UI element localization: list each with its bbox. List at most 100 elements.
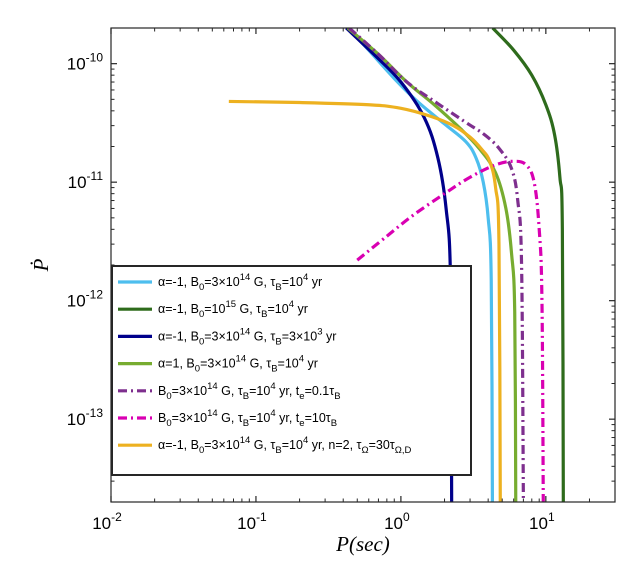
legend-text-part: G, τ [250, 329, 275, 343]
legend-text-part: 4 [303, 272, 308, 283]
legend-text-part: B [331, 418, 337, 429]
legend-text-part: yr [294, 302, 308, 316]
series-line-1 [346, 28, 495, 502]
legend-text-part: yr, n=2, τ [308, 438, 361, 452]
legend-text-part: G, τ [218, 384, 243, 398]
legend-text-part: B [261, 309, 267, 320]
legend-text-part: G, τ [246, 357, 271, 371]
legend-text-part: 4 [303, 435, 308, 446]
y-tick-base: 10 [67, 292, 86, 311]
legend-text-part: =0.1τ [305, 384, 335, 398]
x-tick-label: 10-2 [92, 510, 122, 533]
legend-text-part: 0 [199, 336, 204, 347]
legend-text-part: =30τ [369, 438, 395, 452]
x-axis-label: P(sec) [335, 532, 390, 556]
legend-text-part: =3×10 [200, 357, 236, 371]
legend-text-part: 14 [207, 408, 218, 419]
x-tick-base: 10 [237, 514, 256, 533]
legend-text-part: yr [322, 329, 336, 343]
x-tick-base: 10 [92, 514, 111, 533]
legend-text-part: B [275, 282, 281, 293]
legend-text-part: =3×10 [172, 384, 208, 398]
legend-text-part: α=-1, B [158, 329, 199, 343]
x-tick-label: 100 [384, 510, 410, 533]
legend-text-part: B [158, 384, 166, 398]
legend-text-part: =10 [204, 302, 225, 316]
legend-text-part: 4 [270, 381, 275, 392]
legend-text-part: 3 [317, 326, 322, 337]
legend-text-part: B [243, 418, 249, 429]
legend-text-part: yr, t [276, 411, 300, 425]
legend-text-part: 14 [240, 435, 251, 446]
legend-text-part: 0 [195, 364, 200, 375]
legend-entry-1: α=-1, B0=3×1014 G, τB=104 yr [158, 272, 322, 293]
y-tick-base: 10 [67, 55, 86, 74]
legend-text-part: B [275, 445, 281, 456]
legend-text-part: α=-1, B [158, 275, 199, 289]
legend-entry-5: B0=3×1014 G, τB=104 yr, te=0.1τB [158, 381, 341, 402]
legend-text-part: 4 [299, 354, 304, 365]
legend-text-part: =3×10 [282, 329, 318, 343]
legend-text-part: yr [304, 357, 318, 371]
legend-text-part: G, τ [250, 438, 275, 452]
legend-text-part: G, τ [250, 275, 275, 289]
legend-text-part: α=-1, B [158, 302, 199, 316]
legend-text-part: =10 [267, 302, 288, 316]
legend-text-part: B [334, 391, 340, 402]
legend-text-part: =10 [282, 438, 303, 452]
y-axis-label: Ṗ [29, 258, 53, 272]
legend-text-part: B [243, 391, 249, 402]
legend-text-part: 4 [289, 299, 294, 310]
legend: α=-1, B0=3×1014 G, τB=104 yrα=-1, B0=101… [111, 265, 472, 476]
legend-text-part: Ω,D [395, 445, 412, 456]
legend-text-part: 14 [207, 381, 218, 392]
x-tick-label: 101 [529, 510, 555, 533]
legend-box [111, 265, 472, 476]
legend-text-part: 14 [240, 326, 251, 337]
legend-text-part: =10 [282, 275, 303, 289]
legend-text-part: =3×10 [204, 275, 240, 289]
legend-text-part: =3×10 [204, 438, 240, 452]
legend-text-part: =10 [278, 357, 299, 371]
legend-text-part: e [299, 391, 304, 402]
legend-text-part: α=-1, B [158, 438, 199, 452]
legend-text-part: 15 [225, 299, 236, 310]
x-tick-exponent: 1 [548, 510, 555, 524]
legend-entry-3: α=-1, B0=3×1014 G, τB=3×103 yr [158, 326, 336, 347]
legend-text-part: G, τ [218, 411, 243, 425]
legend-text-part: =10 [249, 384, 270, 398]
series-line-6 [356, 159, 545, 502]
legend-text-part: G, τ [236, 302, 261, 316]
y-tick-base: 10 [67, 410, 86, 429]
legend-text-part: =3×10 [204, 329, 240, 343]
legend-text-part: 0 [199, 282, 204, 293]
legend-entry-4: α=1, B0=3×1014 G, τB=104 yr [158, 354, 318, 375]
legend-text-part: =3×10 [172, 411, 208, 425]
legend-text-part: 14 [240, 272, 251, 283]
legend-text-part: 0 [199, 309, 204, 320]
series-line-7 [228, 99, 502, 502]
x-tick-exponent: 0 [403, 510, 410, 524]
y-tick-label: 10-11 [68, 169, 104, 192]
legend-text-part: 14 [236, 354, 247, 365]
legend-entry-2: α=-1, B0=1015 G, τB=104 yr [158, 299, 308, 320]
y-tick-exponent: -10 [86, 51, 104, 65]
legend-text-part: 0 [166, 391, 171, 402]
x-tick-base: 10 [529, 514, 548, 533]
legend-text-part: 4 [270, 408, 275, 419]
y-tick-label: 10-12 [67, 288, 104, 311]
x-tick-exponent: -1 [256, 510, 267, 524]
y-tick-base: 10 [68, 173, 87, 192]
x-tick-exponent: -2 [111, 510, 122, 524]
legend-entry-6: B0=3×1014 G, τB=104 yr, te=10τB [158, 408, 337, 429]
legend-text-part: 0 [166, 418, 171, 429]
y-tick-exponent: -12 [86, 288, 104, 302]
legend-text-part: 0 [199, 445, 204, 456]
legend-text-part: =10τ [305, 411, 331, 425]
legend-text-part: e [299, 418, 304, 429]
legend-text-part: B [271, 364, 277, 375]
y-tick-label: 10-13 [67, 406, 104, 429]
legend-text-part: α=1, B [158, 357, 195, 371]
